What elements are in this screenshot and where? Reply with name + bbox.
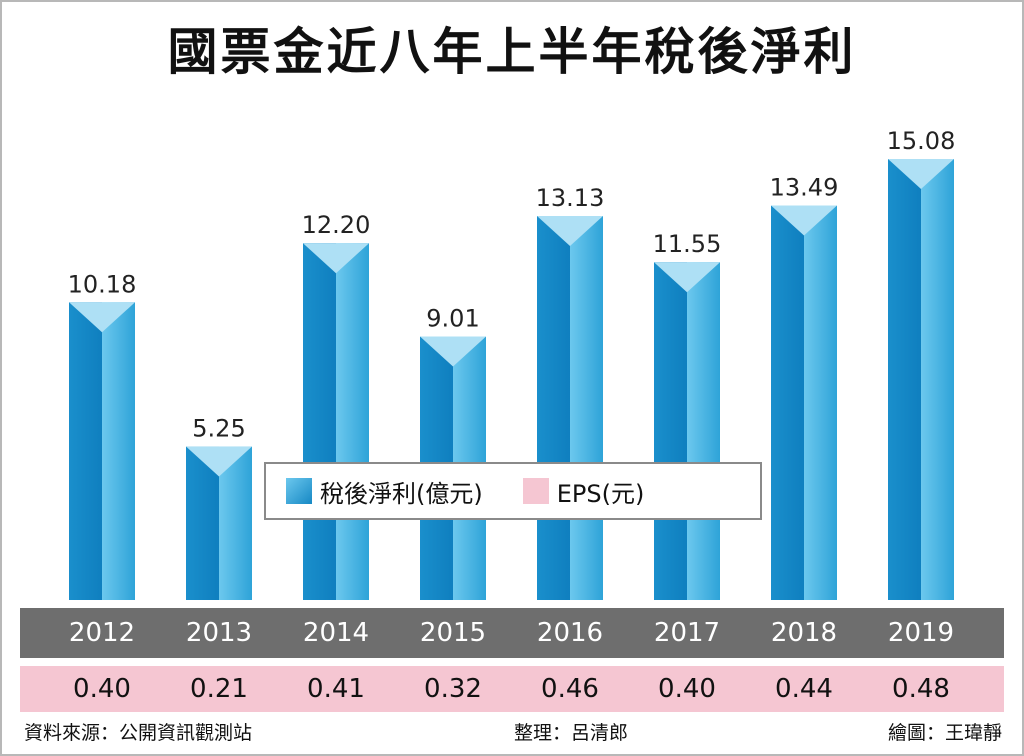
value-labels-group: 10.18 5.25 12.20 9.01 13.13 11.55 13.49 15.08 bbox=[68, 127, 956, 442]
year-label-2016: 2016 bbox=[536, 618, 604, 648]
chart-title: 國票金近八年上半年稅後淨利 bbox=[167, 23, 857, 81]
bar-face-right bbox=[102, 302, 135, 600]
bar-face-right bbox=[219, 446, 252, 600]
year-axis-band: 2012 2013 2014 2015 2016 2017 2018 2019 bbox=[20, 608, 1004, 658]
legend: 稅後淨利(億元) EPS(元) bbox=[264, 462, 762, 520]
bar-face-left bbox=[537, 216, 570, 600]
bar-cap bbox=[69, 302, 135, 333]
eps-value-2013: 0.21 bbox=[190, 674, 248, 704]
value-label-2013: 5.25 bbox=[192, 414, 245, 442]
bar-face-right bbox=[570, 216, 603, 600]
eps-value-2018: 0.44 bbox=[775, 674, 833, 704]
value-label-2019: 15.08 bbox=[887, 127, 956, 155]
legend-swatch-net-income bbox=[286, 478, 312, 504]
bar-face-left bbox=[303, 243, 336, 600]
bar-face-left bbox=[69, 302, 102, 600]
bar-cap bbox=[420, 336, 486, 367]
eps-value-2019: 0.48 bbox=[892, 674, 950, 704]
year-label-2015: 2015 bbox=[419, 618, 487, 648]
bar-2018 bbox=[771, 205, 837, 600]
eps-value-2012: 0.40 bbox=[73, 674, 131, 704]
bar-2016 bbox=[537, 216, 603, 600]
legend-label-eps: EPS(元) bbox=[556, 479, 645, 508]
bar-face-left bbox=[654, 262, 687, 600]
eps-value-2014: 0.41 bbox=[307, 674, 365, 704]
artist-note: 繪圖：王瑋靜 bbox=[887, 722, 1002, 744]
bar-face-left bbox=[888, 159, 921, 600]
year-label-2018: 2018 bbox=[770, 618, 838, 648]
legend-label-net-income: 稅後淨利(億元) bbox=[320, 479, 483, 508]
year-label-2013: 2013 bbox=[185, 618, 253, 648]
bar-face-left bbox=[186, 446, 219, 600]
year-label-2017: 2017 bbox=[653, 618, 721, 648]
footer: 資料來源：公開資訊觀測站 整理：呂清郎 繪圖：王瑋靜 bbox=[2, 716, 1022, 752]
bar-face-right bbox=[687, 262, 720, 600]
eps-row-band: 0.40 0.21 0.41 0.32 0.46 0.40 0.44 0.48 bbox=[20, 666, 1004, 712]
bar-2012 bbox=[69, 302, 135, 600]
bar-2014 bbox=[303, 243, 369, 600]
value-label-2015: 9.01 bbox=[426, 305, 479, 333]
bar-2017 bbox=[654, 262, 720, 600]
bar-2019 bbox=[888, 159, 954, 600]
bar-cap bbox=[537, 216, 603, 247]
bar-2013 bbox=[186, 446, 252, 600]
bar-face-right bbox=[921, 159, 954, 600]
value-label-2014: 12.20 bbox=[302, 211, 371, 239]
year-label-2019: 2019 bbox=[887, 618, 955, 648]
legend-item-net-income: 稅後淨利(億元) bbox=[286, 474, 483, 509]
value-label-2017: 11.55 bbox=[653, 230, 722, 258]
bar-face-left bbox=[771, 205, 804, 600]
bar-face-right bbox=[336, 243, 369, 600]
bar-cap bbox=[888, 159, 954, 189]
legend-swatch-eps bbox=[522, 478, 549, 504]
eps-value-2016: 0.46 bbox=[541, 674, 599, 704]
bar-cap bbox=[303, 243, 369, 274]
year-label-2012: 2012 bbox=[68, 618, 136, 648]
source-note: 資料來源：公開資訊觀測站 bbox=[24, 722, 253, 744]
eps-value-2015: 0.32 bbox=[424, 674, 482, 704]
bar-cap bbox=[186, 446, 252, 477]
value-label-2012: 10.18 bbox=[68, 270, 137, 298]
editor-note: 整理：呂清郎 bbox=[514, 722, 629, 744]
legend-item-eps: EPS(元) bbox=[522, 474, 645, 509]
eps-value-2017: 0.40 bbox=[658, 674, 716, 704]
bars-group bbox=[69, 159, 954, 600]
value-label-2018: 13.49 bbox=[770, 173, 839, 201]
bar-cap bbox=[771, 205, 837, 236]
bar-cap bbox=[654, 262, 720, 293]
bar-face-right bbox=[804, 205, 837, 600]
value-label-2016: 13.13 bbox=[536, 184, 605, 212]
year-label-2014: 2014 bbox=[302, 618, 370, 648]
